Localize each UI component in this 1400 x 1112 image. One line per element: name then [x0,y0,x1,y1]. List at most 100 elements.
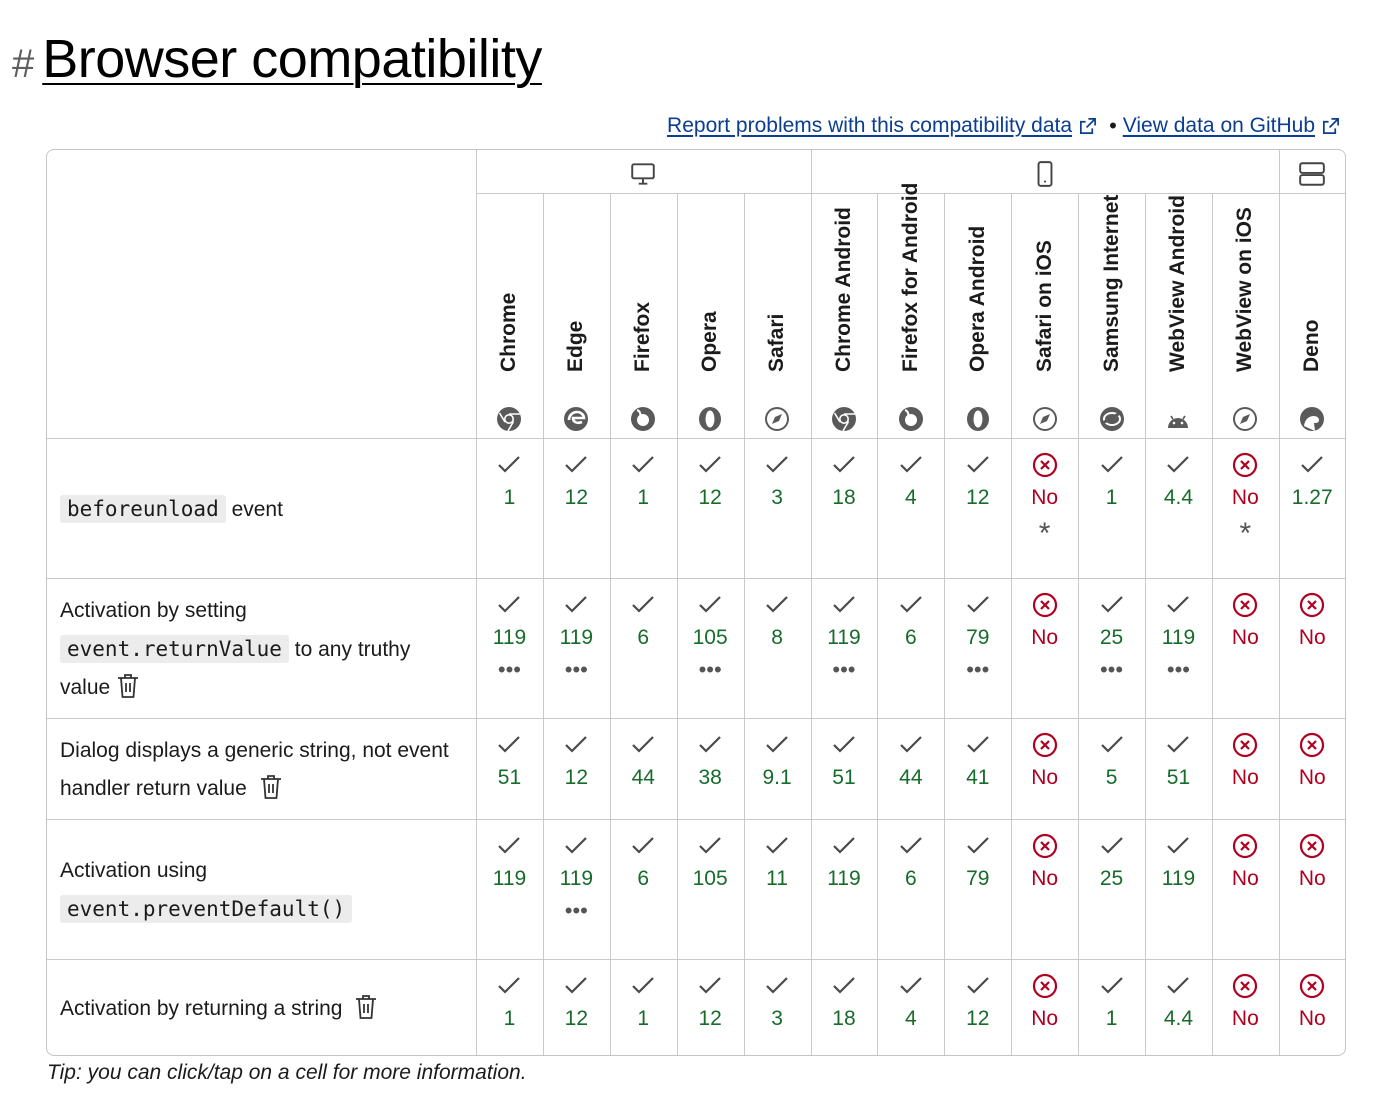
support-cell[interactable]: 79 ••• [944,592,1011,681]
support-cell[interactable]: 12 [543,452,610,510]
support-cell[interactable]: No [1212,833,1279,891]
row-divider [47,959,1345,960]
support-cell[interactable]: No [1279,732,1345,790]
support-cell[interactable]: 119 [1145,833,1212,891]
support-cell[interactable]: 8 [744,592,811,650]
support-cell[interactable]: 51 [476,732,543,790]
support-cell[interactable]: No [1212,592,1279,650]
support-cell[interactable]: 4.4 [1145,452,1212,510]
support-cell[interactable]: No * [1212,452,1279,549]
check-icon [498,977,521,994]
edge-icon [564,407,589,431]
feature-text: Activation using [60,858,208,882]
support-version: 12 [966,1007,990,1030]
support-cell[interactable]: 1 [1078,452,1145,510]
support-cell[interactable]: 1 [1078,973,1145,1031]
check-icon [1100,736,1123,753]
check-icon [565,456,588,473]
support-cell[interactable]: 25 [1078,833,1145,891]
support-version: 51 [497,766,522,789]
support-cell[interactable]: 12 [944,973,1011,1031]
page-title[interactable]: Browser compatibility [42,29,542,89]
support-cell[interactable]: 105 ••• [677,592,744,681]
more-notes-icon: ••• [564,898,588,923]
support-cell[interactable]: No [1011,732,1078,790]
browser-header: Samsung Internet [1078,195,1145,440]
check-icon [565,977,588,994]
support-version: 18 [832,1007,856,1030]
support-cell[interactable]: No [1279,973,1345,1031]
support-cell[interactable]: 3 [744,452,811,510]
support-cell[interactable]: 1.27 [1279,452,1345,510]
support-cell[interactable]: 11 [744,833,811,891]
support-cell[interactable]: 18 [811,973,878,1031]
support-cell[interactable]: No [1212,732,1279,790]
support-cell[interactable]: 119 ••• [543,592,610,681]
support-cell[interactable]: 119 ••• [543,833,610,923]
support-cell[interactable]: 12 [677,973,744,1031]
support-version: 8 [771,626,783,649]
support-cell[interactable]: 4 [877,973,944,1031]
support-cell[interactable]: 105 [677,833,744,891]
support-cell[interactable]: 12 [543,732,610,790]
support-version: 4.4 [1163,486,1194,509]
support-cell[interactable]: 12 [944,452,1011,510]
support-cell[interactable]: 44 [877,732,944,790]
support-version: 12 [564,486,589,509]
support-cell[interactable]: 6 [877,833,944,891]
support-cell[interactable]: 4 [877,452,944,510]
support-cell[interactable]: 51 [811,732,878,790]
support-cell[interactable]: No [1279,592,1345,650]
feature-name[interactable]: beforeunload event [60,490,460,529]
support-cell[interactable]: No [1212,973,1279,1031]
anchor-hash[interactable]: # [12,42,35,86]
support-cell[interactable]: 41 [944,732,1011,790]
support-cell[interactable]: 6 [610,592,677,650]
support-cell[interactable]: 119 [811,833,878,891]
check-icon [900,977,922,994]
support-cell[interactable]: No [1011,973,1078,1031]
support-cell[interactable]: 6 [610,833,677,891]
support-cell[interactable]: 5 [1078,732,1145,790]
feature-name[interactable]: Dialog displays a generic string, not ev… [60,732,460,808]
support-cell[interactable]: 18 [811,452,878,510]
support-cell[interactable]: No [1011,833,1078,891]
report-problems-link[interactable]: Report problems with this compatibility … [667,114,1073,137]
support-cell[interactable]: 25 ••• [1078,592,1145,681]
support-cell[interactable]: 1 [610,452,677,510]
support-cell[interactable]: 119 [476,833,543,891]
view-github-link[interactable]: View data on GitHub [1122,114,1315,137]
support-cell[interactable]: 38 [677,732,744,790]
support-cell[interactable]: 1 [610,973,677,1031]
support-cell[interactable]: 12 [543,973,610,1031]
cross-circle-icon [1233,452,1258,478]
support-cell[interactable]: 119 ••• [1145,592,1212,681]
support-cell[interactable]: 119 ••• [476,592,543,681]
external-link-icon [1080,117,1097,134]
support-version: 119 [559,626,594,649]
support-cell[interactable]: No [1011,592,1078,650]
support-cell[interactable]: 12 [677,452,744,510]
support-version: 3 [771,486,783,509]
support-version: No [1231,867,1259,890]
support-cell[interactable]: 119 ••• [811,592,878,681]
support-version: 51 [832,766,856,789]
row-divider [47,578,1345,579]
support-cell[interactable]: 51 [1145,732,1212,790]
support-cell[interactable]: 4.4 [1145,973,1212,1031]
feature-name[interactable]: Activation by setting event.returnValue … [60,592,460,707]
feature-name[interactable]: Activation by returning a string [60,990,460,1028]
support-cell[interactable]: No * [1011,452,1078,549]
support-cell[interactable]: 6 [877,592,944,650]
support-cell[interactable]: 79 [944,833,1011,891]
check-icon [900,596,922,613]
support-cell[interactable]: 3 [744,973,811,1031]
support-cell[interactable]: No [1279,833,1345,891]
support-cell[interactable]: 44 [610,732,677,790]
support-version: 12 [698,1007,722,1030]
support-cell[interactable]: 1 [476,452,543,510]
support-cell[interactable]: 1 [476,973,543,1031]
support-cell[interactable]: 9.1 [744,732,811,790]
feature-name[interactable]: Activation using event.preventDefault() [60,852,460,929]
support-version: 6 [637,626,650,649]
